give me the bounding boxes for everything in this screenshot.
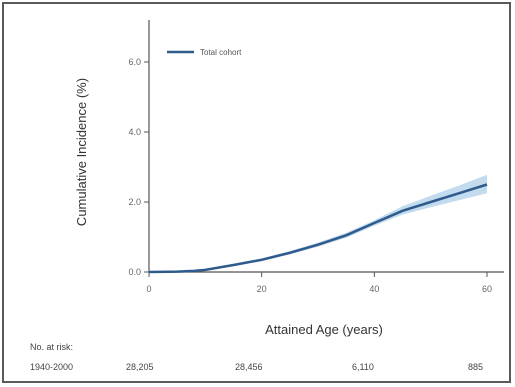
x-tick-label: 40 bbox=[369, 284, 379, 294]
y-tick-label: 6.0 bbox=[128, 57, 141, 67]
risk-row-label: 1940-2000 bbox=[30, 362, 74, 372]
risk-count: 28,456 bbox=[235, 362, 263, 372]
risk-table-title: No. at risk: bbox=[30, 342, 74, 352]
legend: Total cohort bbox=[167, 48, 242, 57]
figure-frame: 0.0 2.0 4.0 6.0 0 20 40 60 Total cohort Cumula… bbox=[2, 2, 511, 383]
x-ticks: 0 20 40 60 bbox=[146, 272, 492, 294]
y-tick-label: 0.0 bbox=[128, 267, 141, 277]
x-tick-label: 0 bbox=[146, 284, 151, 294]
risk-count: 885 bbox=[468, 362, 484, 372]
axes bbox=[148, 20, 504, 273]
x-tick-label: 20 bbox=[257, 284, 267, 294]
x-axis-title: Attained Age (years) bbox=[265, 322, 383, 337]
y-axis-title: Cumulative Incidence (%) bbox=[74, 78, 89, 226]
risk-count: 6,110 bbox=[352, 362, 374, 372]
x-tick-label: 60 bbox=[482, 284, 492, 294]
legend-entry-total-cohort: Total cohort bbox=[200, 48, 242, 57]
risk-count: 28,205 bbox=[126, 362, 154, 372]
y-ticks: 0.0 2.0 4.0 6.0 bbox=[128, 57, 149, 277]
y-tick-label: 2.0 bbox=[128, 197, 141, 207]
cumulative-incidence-chart: 0.0 2.0 4.0 6.0 0 20 40 60 Total cohort Cumula… bbox=[74, 20, 504, 337]
series-line-total-cohort bbox=[148, 183, 488, 274]
y-tick-label: 4.0 bbox=[128, 127, 141, 137]
confidence-band bbox=[149, 174, 487, 272]
